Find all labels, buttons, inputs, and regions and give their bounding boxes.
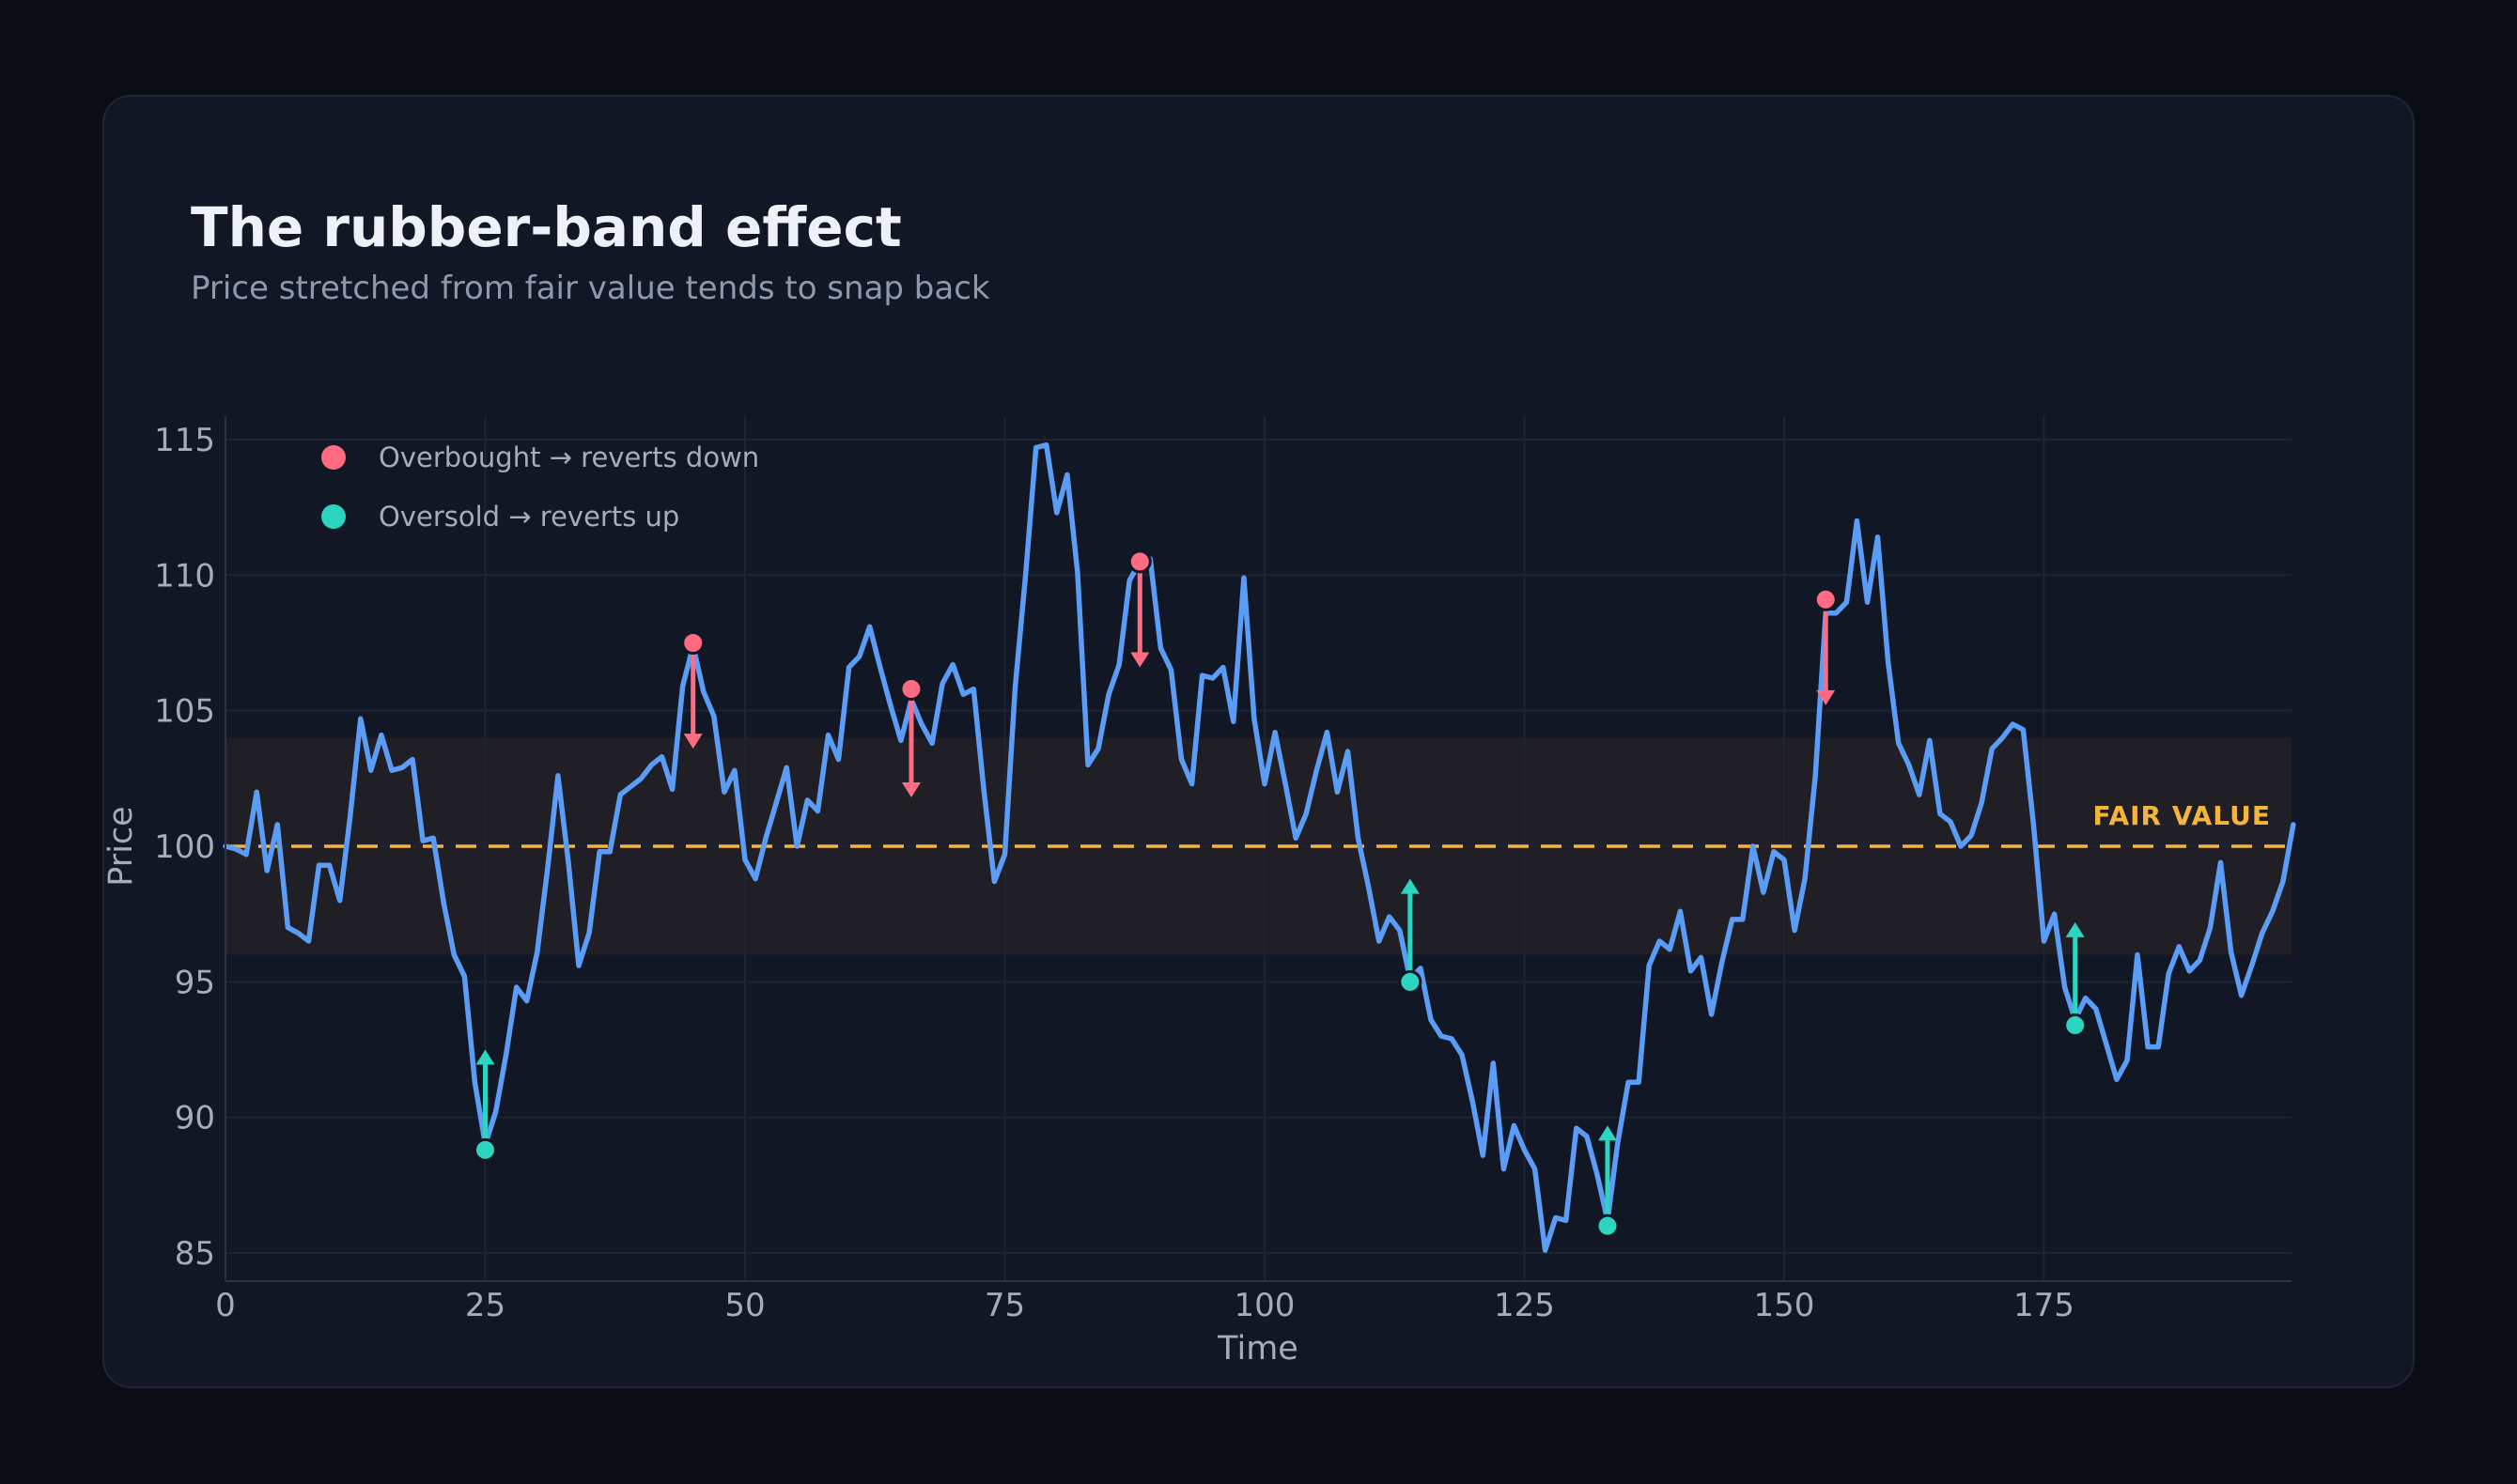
signal-point-overbought (1813, 587, 1838, 611)
legend-layer: Overbought → reverts down Oversold → reve… (321, 441, 759, 533)
chart-subtitle: Price stretched from fair value tends to… (191, 270, 990, 307)
axes-layer: 0 25 50 75 100 125 150 175 85 90 95 100 105 110 115 Tim… (102, 416, 2292, 1368)
y-tick-label: 115 (154, 422, 215, 459)
x-tick-label: 125 (1494, 1287, 1555, 1324)
x-tick-label: 0 (215, 1287, 236, 1324)
signal-arrow-head-oversold (1597, 1125, 1617, 1141)
price-line-layer (223, 441, 2296, 1253)
fair-value-layer: FAIR VALUE (225, 800, 2292, 848)
y-axis-title: Price (102, 806, 140, 886)
x-tick-label: 50 (724, 1287, 765, 1324)
signal-arrow-head-overbought (1130, 652, 1150, 668)
fair-value-label: FAIR VALUE (2093, 800, 2271, 831)
signal-point-overbought (1127, 549, 1152, 574)
y-tick-label: 100 (154, 828, 215, 866)
x-tick-label: 25 (465, 1287, 505, 1324)
signal-point-overbought (681, 630, 706, 655)
signal-point-oversold (474, 1137, 497, 1162)
chart-title: The rubber-band effect (191, 195, 902, 259)
x-tick-label: 175 (2013, 1287, 2074, 1324)
signal-point-oversold (1398, 969, 1422, 994)
signal-arrow-head-oversold (2065, 921, 2085, 937)
y-tick-label: 85 (175, 1235, 215, 1273)
y-tick-label: 105 (154, 693, 215, 731)
legend-label: Oversold → reverts up (379, 501, 679, 533)
x-tick-label: 100 (1235, 1287, 1296, 1324)
legend-marker (321, 504, 346, 529)
legend-label: Overbought → reverts down (379, 441, 759, 473)
x-axis-title: Time (1217, 1330, 1298, 1368)
legend-marker (321, 445, 346, 470)
signal-point-oversold (2063, 1013, 2088, 1038)
signal-point-oversold (1595, 1213, 1620, 1238)
y-tick-label: 110 (154, 557, 215, 595)
y-tick-label: 90 (175, 1100, 215, 1137)
signal-arrow-head-oversold (1400, 878, 1420, 894)
x-tick-label: 150 (1754, 1287, 1815, 1324)
price-line (223, 441, 2296, 1253)
signal-arrow-head-overbought (683, 734, 703, 750)
signal-point-overbought (899, 677, 924, 702)
signal-arrow-head-oversold (475, 1049, 495, 1065)
x-tick-label: 75 (985, 1287, 1025, 1324)
signal-arrow-head-overbought (1816, 689, 1836, 705)
signals-layer (474, 549, 2088, 1238)
y-tick-label: 95 (175, 964, 215, 1001)
signal-arrow-head-overbought (901, 782, 921, 798)
